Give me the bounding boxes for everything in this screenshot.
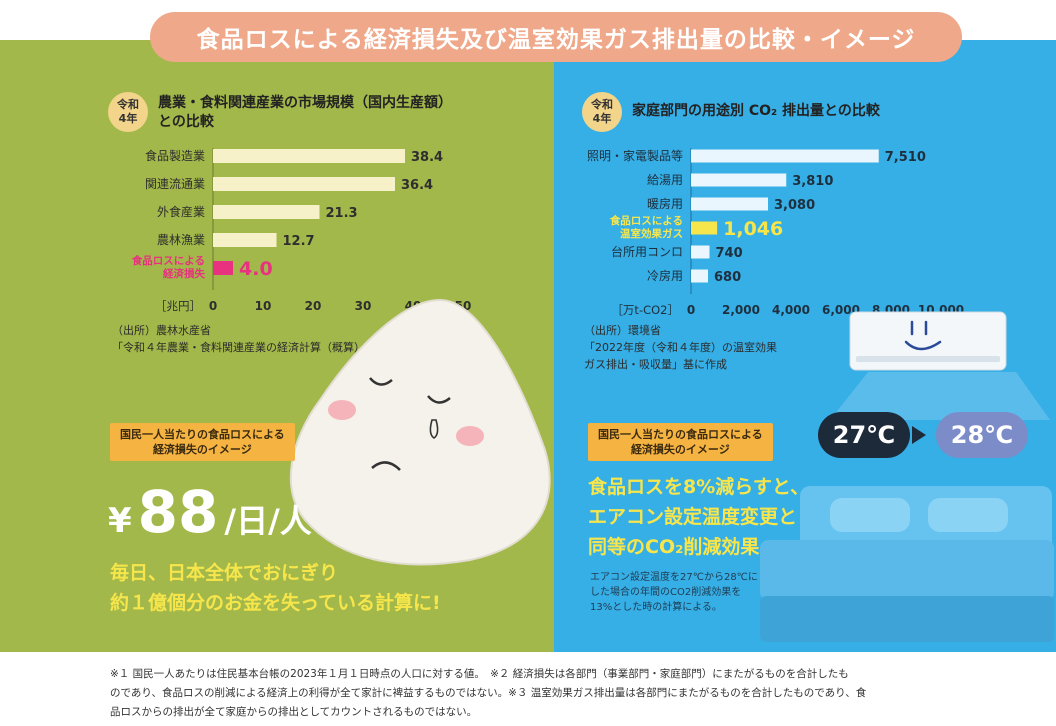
left-chart-heading-line: 農業・食料関連産業の市場規模（国内生産額） xyxy=(158,95,452,111)
source-line: （出所）環境省 xyxy=(584,324,661,337)
left-tag: 国民一人当たりの食品ロスによる 経済損失のイメージ xyxy=(110,423,295,461)
right-chart-heading: 家庭部門の用途別 CO₂ 排出量との比較 xyxy=(632,103,880,119)
right-message: 食品ロスを8%減らすと、 エアコン設定温度変更と 同等のCO₂削減効果 xyxy=(588,472,809,562)
chart-tick-label: 6,000 xyxy=(822,303,860,317)
chart-bar xyxy=(691,173,787,187)
year-badge-line: 令和 xyxy=(591,98,613,111)
right-source: （出所）環境省 「2022年度（令和４年度）の温室効果 ガス排出・吸収量」基に作… xyxy=(584,322,777,373)
source-line: 「2022年度（令和４年度）の温室効果 xyxy=(584,341,777,354)
year-badge-line: 4年 xyxy=(118,112,138,125)
chart-bar xyxy=(691,197,768,211)
chart-bar xyxy=(213,233,277,247)
chart-tick-label: 10 xyxy=(255,299,272,313)
amount-value: 88 xyxy=(137,478,219,546)
source-line: 「令和４年農業・食料関連産業の経済計算（概算）」を基に作成 xyxy=(112,341,426,354)
message-line: 約１億個分のお金を失っている計算に! xyxy=(110,592,441,614)
chart-tick-label: 4,000 xyxy=(772,303,810,317)
chart-category-label: 関連流通業 xyxy=(145,177,205,191)
chart-category-label: 暖房用 xyxy=(647,196,683,211)
temp-before-cloud: 27℃ xyxy=(818,412,910,458)
left-chart-heading-line: との比較 xyxy=(158,114,214,130)
footnotes: ※１ 国民一人あたりは住民基本台帳の2023年１月１日時点の人口に対する値。 ※… xyxy=(110,665,1000,722)
chart-category-label: 食品製造業 xyxy=(145,148,205,163)
year-badge-right: 令和 4年 xyxy=(582,92,622,132)
chart-bar xyxy=(691,269,708,283)
chart-value-label: 740 xyxy=(716,246,743,261)
note-line: エアコン設定温度を27℃から28℃に xyxy=(590,572,758,583)
chart-bar xyxy=(691,221,718,235)
chart-value-label: 3,080 xyxy=(774,198,815,213)
left-chart-heading: 農業・食料関連産業の市場規模（国内生産額） との比較 xyxy=(158,94,452,132)
chart-tick-label: 30 xyxy=(355,299,372,313)
right-tag: 国民一人当たりの食品ロスによる 経済損失のイメージ xyxy=(588,423,773,461)
chart-category-label: 台所用コンロ xyxy=(611,244,683,259)
message-line: 同等のCO₂削減効果 xyxy=(588,536,760,558)
right-note: エアコン設定温度を27℃から28℃に した場合の年間のCO2削減効果を 13%と… xyxy=(590,570,758,615)
chart-category-label: 食品ロスによる経済損失 xyxy=(131,254,206,280)
arrow-right-icon xyxy=(912,426,926,444)
page-title: 食品ロスによる経済損失及び温室効果ガス排出量の比較・イメージ xyxy=(150,12,962,62)
chart-bar xyxy=(691,245,710,259)
chart-category-label: 給湯用 xyxy=(647,173,683,187)
footnote-line: ※１ 国民一人あたりは住民基本台帳の2023年１月１日時点の人口に対する値。 ※… xyxy=(110,668,849,680)
chart-category-label: 冷房用 xyxy=(647,268,683,283)
chart-category-label: 農林漁業 xyxy=(157,233,205,247)
chart-value-label: 38.4 xyxy=(411,150,443,165)
amount-unit: /日/人 xyxy=(224,502,312,540)
chart-tick-label: 0 xyxy=(209,299,217,313)
left-source: （出所）農林水産省 「令和４年農業・食料関連産業の経済計算（概算）」を基に作成 xyxy=(112,322,426,356)
chart-value-label: 36.4 xyxy=(401,178,433,193)
chart-bar xyxy=(213,149,405,163)
chart-value-label: 1,046 xyxy=(723,218,783,240)
note-line: した場合の年間のCO2削減効果を xyxy=(590,587,742,598)
chart-unit-label: ［万t-CO2］ xyxy=(611,303,679,317)
chart-bar xyxy=(213,261,233,275)
message-line: 食品ロスを8%減らすと、 xyxy=(588,476,810,498)
year-badge-left: 令和 4年 xyxy=(108,92,148,132)
chart-tick-label: 0 xyxy=(687,303,695,317)
chart-value-label: 21.3 xyxy=(326,206,358,221)
chart-unit-label: ［兆円］ xyxy=(155,299,201,313)
chart-tick-label: 2,000 xyxy=(722,303,760,317)
message-line: 毎日、日本全体でおにぎり xyxy=(110,562,339,584)
temp-after-cloud: 28℃ xyxy=(936,412,1028,458)
footnote-line: のであり、食品ロスの削減による経済上の利得が全て家計に裨益するものではない。※３… xyxy=(110,687,867,699)
chart-value-label: 680 xyxy=(714,270,741,285)
chart-value-label: 7,510 xyxy=(885,150,926,165)
chart-bar xyxy=(691,149,879,163)
message-line: エアコン設定温度変更と xyxy=(588,506,798,528)
tag-line: 経済損失のイメージ xyxy=(152,443,252,456)
left-message: 毎日、日本全体でおにぎり 約１億個分のお金を失っている計算に! xyxy=(110,558,441,618)
yen-symbol: ¥ xyxy=(108,501,132,541)
footnote-line: 品ロスからの排出が全て家庭からの排出としてカウントされるものではない。 xyxy=(110,706,478,718)
year-badge-line: 令和 xyxy=(117,98,139,111)
amount-per-person: ¥88/日/人 xyxy=(108,478,312,546)
chart-category-label: 食品ロスによる温室効果ガス xyxy=(609,214,683,240)
tag-line: 国民一人当たりの食品ロスによる xyxy=(120,428,285,441)
year-badge-line: 4年 xyxy=(592,112,612,125)
source-line: （出所）農林水産省 xyxy=(112,324,211,337)
source-line: ガス排出・吸収量」基に作成 xyxy=(584,358,727,371)
chart-category-label: 外食産業 xyxy=(157,204,205,219)
chart-value-label: 3,810 xyxy=(792,174,833,189)
left-bar-chart: 食品製造業 38.4 関連流通業 36.4 外食産業 21.3 農林漁業 12.7 食品ロスによ… xyxy=(131,148,471,313)
note-line: 13%とした時の計算による。 xyxy=(590,602,722,613)
chart-category-label: 照明・家電製品等 xyxy=(587,148,683,163)
tag-line: 経済損失のイメージ xyxy=(630,443,730,456)
chart-bar xyxy=(213,205,320,219)
tag-line: 国民一人当たりの食品ロスによる xyxy=(598,428,763,441)
chart-tick-label: 20 xyxy=(305,299,322,313)
chart-bar xyxy=(213,177,395,191)
chart-value-label: 4.0 xyxy=(239,258,273,280)
chart-value-label: 12.7 xyxy=(283,234,315,249)
